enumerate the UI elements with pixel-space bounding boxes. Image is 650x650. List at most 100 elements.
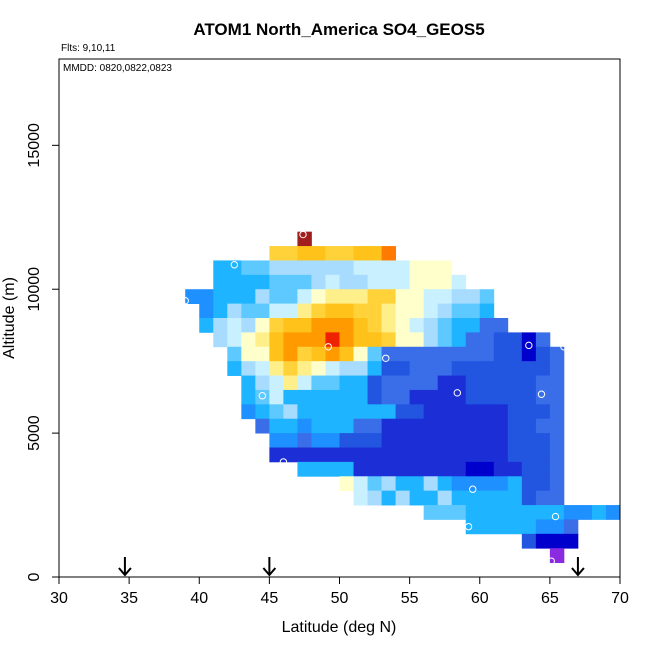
heat-cell xyxy=(395,375,411,391)
heat-cell xyxy=(297,418,312,434)
heat-cell xyxy=(409,332,425,348)
heat-cell xyxy=(465,433,481,448)
heat-cell xyxy=(521,519,537,535)
sample-marker xyxy=(299,230,307,239)
heat-cell xyxy=(423,461,439,477)
heat-cell xyxy=(465,418,481,434)
sample-marker xyxy=(537,390,546,398)
heat-cell xyxy=(381,303,396,319)
heat-cell xyxy=(451,318,467,333)
heat-cell xyxy=(381,246,396,261)
heat-cell xyxy=(367,289,382,305)
heat-cell xyxy=(339,418,354,434)
heat-cell xyxy=(367,246,382,261)
heat-cell xyxy=(339,461,354,477)
heat-cell xyxy=(185,289,200,305)
heat-cell xyxy=(437,433,453,448)
heat-cell xyxy=(395,289,411,305)
x-tick-label: 50 xyxy=(331,590,349,607)
heat-cell xyxy=(269,375,284,391)
heat-cell xyxy=(549,433,565,448)
heat-cell xyxy=(451,289,467,305)
heat-cell xyxy=(423,375,439,391)
heat-cell xyxy=(535,375,551,391)
heat-cell xyxy=(437,418,453,434)
heat-cell xyxy=(465,303,481,319)
heat-cell xyxy=(409,289,425,305)
heat-cell xyxy=(437,490,453,506)
heat-cell xyxy=(339,332,354,348)
heat-cell xyxy=(297,447,312,463)
heat-cell xyxy=(241,346,256,362)
heat-cell xyxy=(311,303,326,319)
heat-cell xyxy=(423,418,439,434)
heat-cell xyxy=(311,404,326,420)
heat-cell xyxy=(213,303,228,319)
heat-cell xyxy=(311,274,326,290)
heat-cell xyxy=(535,332,551,348)
sample-marker xyxy=(181,297,189,305)
heat-cell xyxy=(465,332,481,348)
heat-cell xyxy=(339,289,354,305)
latitude-arrow xyxy=(262,557,277,577)
heat-cell xyxy=(465,318,481,333)
heat-cell xyxy=(479,375,495,391)
heat-cell xyxy=(493,433,509,448)
heat-cell xyxy=(521,461,537,477)
heat-cell xyxy=(437,260,453,276)
heat-cell xyxy=(367,346,382,362)
heat-cell xyxy=(381,404,396,420)
heat-cell xyxy=(437,505,453,520)
heat-cell xyxy=(297,433,312,448)
heat-cell xyxy=(311,418,326,434)
heat-cell xyxy=(353,433,368,448)
heat-cell xyxy=(465,404,481,420)
heat-cell xyxy=(283,375,298,391)
y-ticks: 0 5000 10000 15000 xyxy=(26,123,59,581)
heat-cell xyxy=(521,533,537,549)
heat-cell xyxy=(535,490,551,506)
heat-cell xyxy=(437,447,453,463)
heat-cell xyxy=(367,260,382,276)
heat-cell xyxy=(451,346,467,362)
heat-cell xyxy=(255,375,270,391)
heat-cell xyxy=(591,505,607,520)
heat-cell xyxy=(255,260,270,276)
heat-cell xyxy=(549,404,565,420)
heat-cell xyxy=(409,318,425,333)
heat-cell xyxy=(255,303,270,319)
heat-cell xyxy=(241,318,256,333)
y-tick-label: 5000 xyxy=(26,415,43,451)
heat-cell xyxy=(479,490,495,506)
heat-cell xyxy=(269,389,284,405)
heat-cell xyxy=(241,389,256,405)
heat-cell xyxy=(409,418,425,434)
heat-cell xyxy=(311,346,326,362)
sample-marker xyxy=(453,389,462,397)
heat-cell xyxy=(353,461,368,477)
heat-cell xyxy=(395,260,411,276)
heat-cell xyxy=(437,476,453,492)
heat-cell xyxy=(311,246,326,261)
heat-cell xyxy=(353,404,368,420)
heat-cell xyxy=(409,274,425,290)
heat-cell xyxy=(507,461,523,477)
heat-cell xyxy=(479,404,495,420)
heat-cell xyxy=(451,404,467,420)
heat-cell xyxy=(339,246,354,261)
heat-cell xyxy=(437,289,453,305)
heat-cell xyxy=(325,346,340,362)
heat-cell xyxy=(395,447,411,463)
heat-cell xyxy=(283,389,298,405)
heat-cell xyxy=(563,533,579,549)
heat-cell xyxy=(437,461,453,477)
heat-cell xyxy=(353,476,368,492)
heat-cell xyxy=(563,519,579,535)
heat-cell xyxy=(549,389,565,405)
heat-cell xyxy=(549,375,565,391)
heat-cell xyxy=(213,274,228,290)
heat-cell xyxy=(535,476,551,492)
heat-cell xyxy=(437,346,453,362)
heat-cell xyxy=(563,505,579,520)
heat-cell xyxy=(255,274,270,290)
